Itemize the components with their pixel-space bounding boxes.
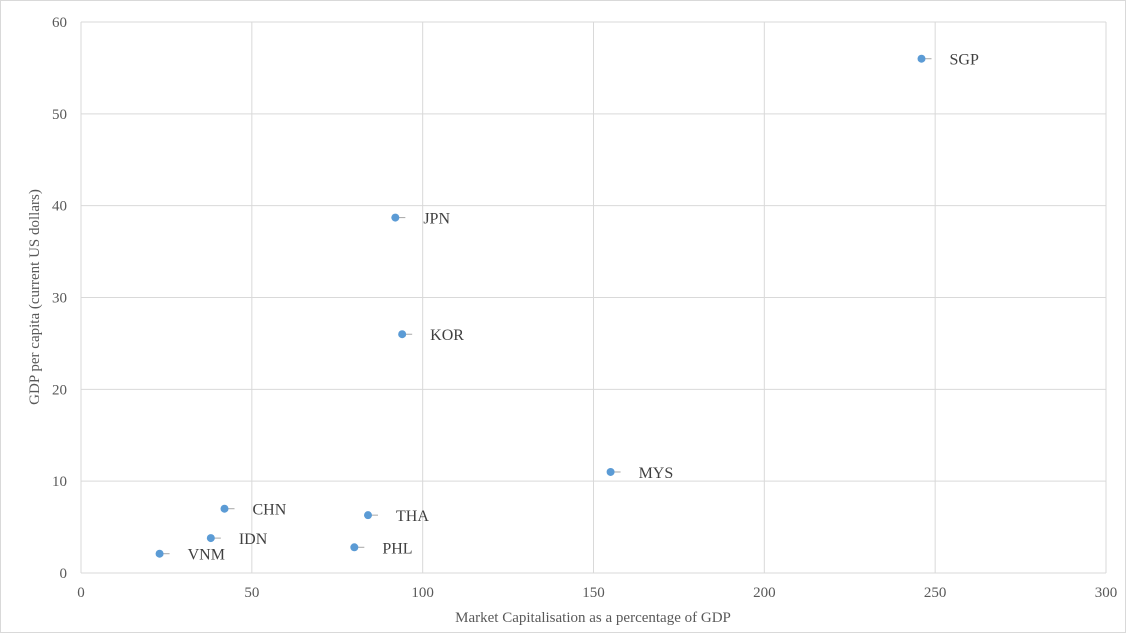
point-marker — [350, 543, 359, 552]
x-tick-label: 100 — [411, 585, 434, 601]
x-tick-label: 200 — [753, 585, 776, 601]
gridlines — [80, 21, 1107, 574]
y-tick-label: 0 — [60, 566, 68, 582]
point-label: THA — [396, 508, 429, 525]
x-tick-label: 50 — [244, 585, 259, 601]
point-marker — [364, 511, 372, 520]
x-tick-label: 150 — [582, 585, 605, 601]
x-axis-ticks: 0 50 100 150 200 250 300 — [77, 585, 1117, 601]
point-label: KOR — [430, 327, 464, 344]
data-point-tha: THA — [364, 508, 429, 525]
point-marker — [606, 467, 615, 476]
point-label: MYS — [639, 465, 674, 482]
point-marker — [398, 330, 407, 339]
y-axis-title: GDP per capita (current US dollars) — [27, 189, 43, 405]
data-point-sgp: SGP — [917, 52, 979, 69]
x-axis-title: Market Capitalisation as a percentage of… — [455, 610, 731, 626]
data-point-phl: PHL — [350, 540, 413, 557]
point-marker — [220, 504, 229, 513]
y-tick-label: 10 — [52, 474, 67, 490]
data-points: SGP JPN KOR MYS CHN THA IDN PHL VNM — [155, 52, 979, 564]
point-marker — [917, 54, 926, 63]
point-marker — [206, 534, 215, 543]
data-point-jpn: JPN — [391, 211, 450, 228]
y-tick-label: 20 — [52, 382, 67, 398]
point-label: JPN — [423, 211, 450, 228]
point-label: SGP — [950, 52, 979, 69]
y-tick-label: 30 — [52, 291, 67, 307]
point-label: VNM — [188, 547, 225, 564]
y-axis-ticks: 0 10 20 30 40 50 60 — [52, 15, 67, 582]
y-tick-label: 40 — [52, 199, 67, 215]
x-tick-label: 0 — [77, 585, 85, 601]
data-point-chn: CHN — [220, 502, 287, 519]
point-label: IDN — [239, 531, 268, 548]
data-point-vnm: VNM — [155, 547, 225, 564]
x-tick-label: 300 — [1095, 585, 1118, 601]
data-point-mys: MYS — [606, 465, 674, 482]
x-tick-label: 250 — [924, 585, 947, 601]
y-tick-label: 50 — [52, 107, 67, 123]
point-marker — [155, 549, 164, 558]
point-marker — [391, 213, 400, 222]
point-label: PHL — [382, 540, 412, 557]
data-point-idn: IDN — [206, 531, 268, 548]
y-tick-label: 60 — [52, 15, 67, 31]
data-point-kor: KOR — [398, 327, 464, 344]
point-label: CHN — [253, 502, 287, 519]
